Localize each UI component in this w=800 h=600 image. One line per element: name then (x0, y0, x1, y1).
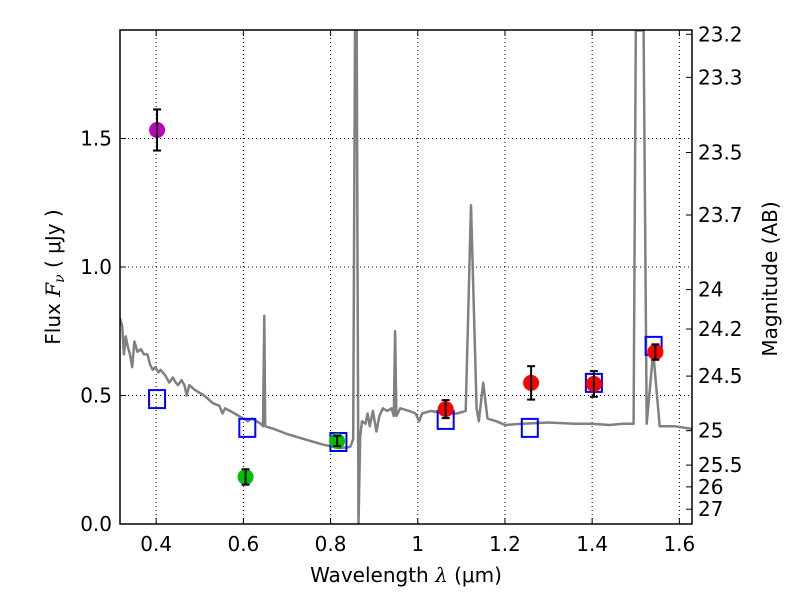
x-axis-label: Wavelength λ (μm) (310, 563, 502, 587)
y-tick-label: 0.0 (80, 512, 112, 536)
x-tick-label: 1 (411, 532, 424, 556)
right-tick-label: 24 (698, 278, 723, 302)
grid (120, 30, 692, 524)
right-tick-label: 23.2 (698, 22, 743, 46)
right-tick-label: 24.2 (698, 317, 743, 341)
plot-frame (119, 29, 693, 525)
y-axis-right-label: Magnitude (AB) (758, 201, 782, 356)
right-tick-label: 27 (698, 497, 723, 521)
model-synthetic-photometry-marker (520, 417, 539, 438)
right-tick-label: 25.5 (698, 453, 743, 477)
y-axis-label: Flux Fν ( μJy ) (41, 209, 68, 344)
right-tick-label: 25 (698, 419, 723, 443)
model-synthetic-photometry-marker (238, 417, 257, 438)
right-tick-label: 26 (698, 475, 723, 499)
y-tick-label: 1.5 (80, 126, 112, 150)
y-tick-label: 0.5 (80, 383, 112, 407)
right-tick-label: 23.3 (698, 65, 743, 89)
x-tick-label: 0.6 (227, 532, 259, 556)
right-tick-label: 24.5 (698, 364, 743, 388)
model-synthetic-photometry-marker (148, 389, 167, 410)
x-tick-label: 1.6 (663, 532, 695, 556)
x-axis: 0.4 0.6 0.8 1 1.2 1.4 1.6 (140, 30, 695, 556)
y-axis-left: 0.0 0.5 1.0 1.5 (80, 126, 126, 536)
right-tick-label: 23.7 (698, 203, 743, 227)
model-spectrum-line (120, 30, 692, 524)
x-tick-label: 1.2 (489, 532, 521, 556)
x-tick-label: 1.4 (576, 532, 608, 556)
plot-area (120, 30, 692, 524)
x-tick-label: 0.8 (315, 532, 347, 556)
right-tick-label: 23.5 (698, 140, 743, 164)
y-tick-label: 1.0 (80, 255, 112, 279)
x-tick-label: 0.4 (140, 532, 172, 556)
